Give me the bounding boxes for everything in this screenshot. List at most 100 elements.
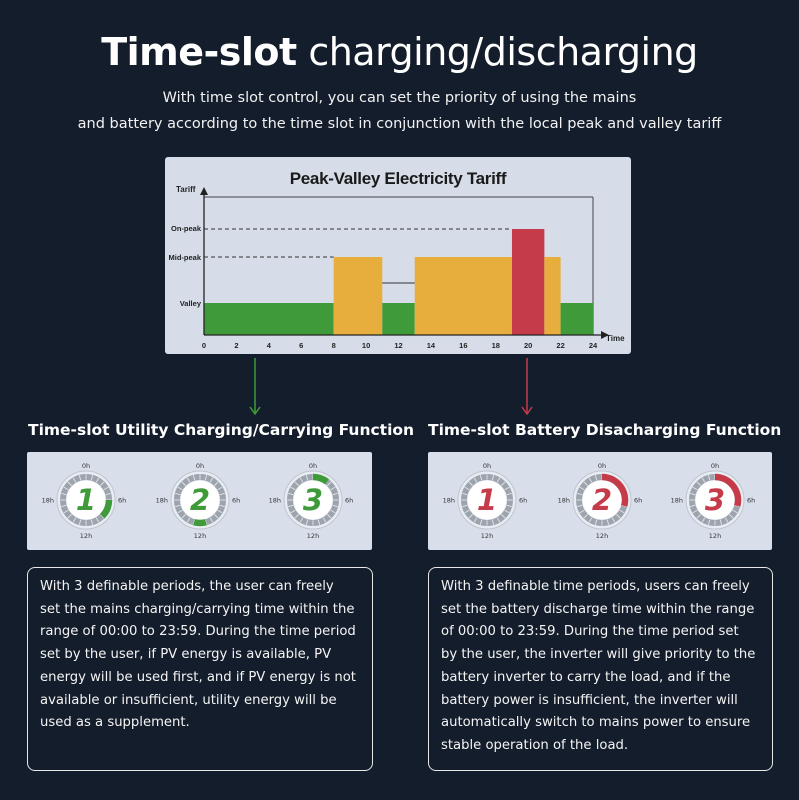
- dial-tick: [479, 519, 483, 525]
- page-title: Time-slot charging/discharging: [0, 28, 799, 76]
- dial-tick: [209, 517, 214, 523]
- dial-tick: [327, 481, 332, 486]
- dial-tick: [464, 509, 470, 514]
- dial-label-top: 0h: [711, 462, 719, 470]
- dial-tick: [479, 475, 483, 481]
- x-tick-label: 2: [234, 341, 238, 350]
- title-rest: charging/discharging: [308, 30, 698, 74]
- dial-tick: [181, 514, 186, 519]
- dial-tick: [496, 517, 501, 523]
- dial-active-arc: [99, 499, 113, 519]
- dial-tick: [577, 492, 583, 496]
- right-section-heading: Time-slot Battery Disacharging Function: [428, 421, 782, 439]
- dial-label-bottom: 12h: [80, 532, 92, 540]
- dial-tick: [186, 477, 191, 483]
- dial-tick: [217, 509, 223, 514]
- dial-tick: [67, 514, 72, 519]
- dial-tick: [724, 517, 729, 523]
- dial-label-bottom: 12h: [307, 532, 319, 540]
- x-tick-label: 12: [394, 341, 402, 350]
- subtitle-line-1: With time slot control, you can set the …: [162, 90, 637, 106]
- dial-tick: [583, 481, 588, 486]
- tariff-bar-valley: [204, 303, 334, 335]
- dial-face: [695, 480, 735, 520]
- dial-tick: [707, 519, 711, 525]
- x-tick-label: 10: [362, 341, 370, 350]
- dial-tick: [219, 504, 225, 508]
- dial-tick: [327, 514, 332, 519]
- dial-tick: [204, 475, 208, 481]
- dial-tick: [192, 475, 196, 481]
- dial-tick: [294, 514, 299, 519]
- dial-tick: [78, 519, 82, 525]
- subtitle-line-2: and battery according to the time slot i…: [77, 116, 722, 132]
- dial-number: 3: [303, 483, 323, 517]
- dial-tick: [100, 481, 105, 486]
- dial-tick: [290, 509, 296, 514]
- y-level-label: On-peak: [171, 224, 202, 233]
- dial-active-arc: [601, 473, 629, 507]
- timer-dial: 3 0h 12h 6h 18h: [269, 462, 354, 540]
- dial-tick: [594, 519, 598, 525]
- dial-tick: [214, 514, 219, 519]
- dial-number: 3: [705, 483, 725, 517]
- dial-label-bottom: 12h: [194, 532, 206, 540]
- x-tick-label: 24: [589, 341, 598, 350]
- dial-tick: [305, 519, 309, 525]
- y-axis-arrow-icon: [200, 187, 208, 195]
- dial-face: [467, 480, 507, 520]
- left-section-heading: Time-slot Utility Charging/Carrying Func…: [28, 421, 415, 439]
- dial-tick: [330, 509, 336, 514]
- dial-tick: [214, 481, 219, 486]
- dial-tick: [588, 477, 593, 483]
- dial-tick: [317, 519, 321, 525]
- timer-dial: 3 0h 12h 6h 18h: [671, 462, 756, 540]
- dial-label-bottom: 12h: [596, 532, 608, 540]
- dial-tick: [701, 517, 706, 523]
- dial-tick: [299, 477, 304, 483]
- tariff-bar-valley: [382, 303, 415, 335]
- dial-label-right: 6h: [345, 497, 353, 505]
- x-tick-label: 4: [267, 341, 272, 350]
- dial-label-top: 0h: [483, 462, 491, 470]
- dial-label-left: 18h: [558, 497, 570, 505]
- left-dials: 1 0h 12h 6h 18h 2 0h 12h 6h 18h 3 0h 12h 6h 18h: [42, 462, 354, 540]
- y-axis-label: Tariff: [176, 185, 196, 194]
- tariff-bar-on-peak: [511, 229, 545, 335]
- dial-tick: [181, 481, 186, 486]
- tariff-bar-valley: [560, 303, 593, 335]
- dial-tick: [217, 486, 223, 491]
- dial-face: [293, 480, 333, 520]
- dial-tick: [175, 492, 181, 496]
- dial-label-left: 18h: [671, 497, 683, 505]
- x-tick-label: 20: [524, 341, 532, 350]
- dial-tick: [294, 481, 299, 486]
- dial-number: 2: [190, 483, 210, 517]
- dial-tick: [692, 486, 698, 491]
- dial-tick: [105, 492, 111, 496]
- dial-tick: [491, 519, 495, 525]
- dial-face: [66, 480, 106, 520]
- dial-face: [582, 480, 622, 520]
- dial-tick: [696, 481, 701, 486]
- dial-tick: [90, 519, 94, 525]
- dial-tick: [473, 477, 478, 483]
- chart-title: Peak-Valley Electricity Tariff: [290, 169, 507, 188]
- dial-label-right: 6h: [747, 497, 755, 505]
- dial-tick: [462, 504, 468, 508]
- dial-tick: [332, 492, 338, 496]
- dial-tick: [621, 504, 627, 508]
- dial-label-bottom: 12h: [709, 532, 721, 540]
- right-description: With 3 definable time periods, users can…: [441, 579, 756, 753]
- timer-dial: 2 0h 12h 6h 18h: [558, 462, 643, 540]
- dial-tick: [701, 477, 706, 483]
- timer-dial: 1 0h 12h 6h 18h: [443, 462, 528, 540]
- left-description: With 3 definable periods, the user can f…: [40, 579, 356, 731]
- left-dial-card: 1 0h 12h 6h 18h 2 0h 12h 6h 18h 3 0h 12h 6h 18h: [27, 452, 372, 550]
- dial-tick: [177, 509, 183, 514]
- title-bold: Time-slot: [101, 30, 297, 74]
- x-tick-label: 0: [202, 341, 206, 350]
- dial-active-arc: [193, 519, 207, 527]
- dial-label-left: 18h: [156, 497, 168, 505]
- dial-tick: [209, 477, 214, 483]
